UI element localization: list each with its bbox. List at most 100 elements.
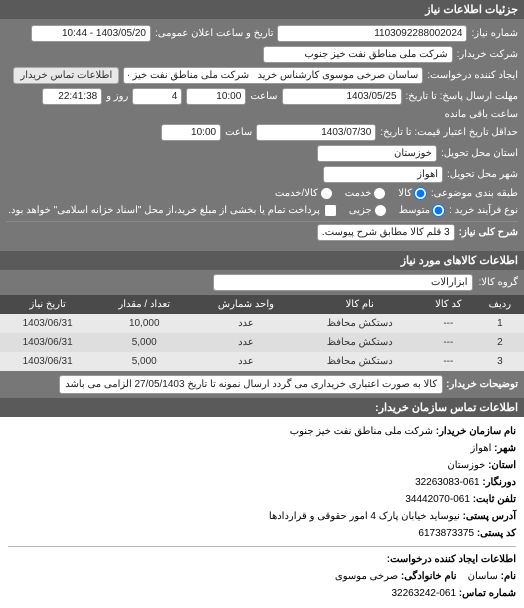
table-row: 3---دستکش محافظعدد5,0001403/06/31 <box>0 352 524 371</box>
buyer-notes-text: کالا به صورت اعتباری خریداری می گردد ارس… <box>59 375 443 394</box>
goods-group-label: گروه کالا: <box>479 277 518 288</box>
postal-value: 6173873375 <box>418 528 474 539</box>
table-col-header: نام کالا <box>299 295 421 314</box>
postal-label: کد پستی: <box>477 528 516 539</box>
requester-input[interactable] <box>123 67 423 84</box>
need-no-input[interactable] <box>277 25 467 42</box>
goods-group-bar: گروه کالا: <box>0 270 524 295</box>
requester-label: ایجاد کننده درخواست: <box>427 70 518 81</box>
buyer-notes-label: توضیحات خریدار: <box>446 379 518 390</box>
table-cell: 3 <box>476 352 524 371</box>
table-cell: 10,000 <box>95 314 193 333</box>
phone-label: تلفن ثابت: <box>473 494 516 505</box>
family-label: نام خانوادگی: <box>401 571 457 582</box>
table-row: 2---دستکش محافظعدد5,0001403/06/31 <box>0 333 524 352</box>
announce-input[interactable] <box>31 25 151 42</box>
sharh-value: 3 قلم کالا مطابق شرح پیوست. <box>317 224 455 241</box>
contact-body: نام سازمان خریدار: شرکت ملی مناطق نفت خی… <box>0 417 524 608</box>
table-cell: 1403/06/31 <box>0 352 95 371</box>
deadline-time-input[interactable] <box>186 88 246 105</box>
contact-phone-label: شماره تماس: <box>459 588 516 599</box>
radio-medium[interactable]: متوسط <box>399 204 445 217</box>
deadline-time-label: ساعت <box>250 91 277 102</box>
table-cell: دستکش محافظ <box>299 352 421 371</box>
table-body: 1---دستکش محافظعدد10,0001403/06/312---دس… <box>0 314 524 371</box>
table-cell: عدد <box>193 314 298 333</box>
city-value: اهواز <box>471 443 492 454</box>
table-cell: دستکش محافظ <box>299 333 421 352</box>
addr-value: نیوساید خیابان پارک 4 امور حقوقی و قرارد… <box>269 511 460 522</box>
form-panel: شماره نیاز: تاریخ و ساعت اعلان عمومی: شر… <box>0 19 524 251</box>
radio-goods[interactable]: کالا <box>398 187 427 200</box>
table-cell: --- <box>421 352 476 371</box>
org-value: شرکت ملی مناطق نفت خیز جنوب <box>290 426 433 437</box>
process-label: نوع فرآیند خرید : <box>449 205 518 216</box>
subject-class-label: طبقه بندی موضوعی: <box>431 188 518 199</box>
table-col-header: تعداد / مقدار <box>95 295 193 314</box>
buyer-co-input[interactable] <box>263 46 453 63</box>
table-cell: 1403/06/31 <box>0 314 95 333</box>
validity-time-input[interactable] <box>161 124 221 141</box>
sharh-label: شرح کلی نیاز: <box>459 227 518 238</box>
radio-partial[interactable]: جزیی <box>349 204 387 217</box>
need-no-label: شماره نیاز: <box>471 28 518 39</box>
radio-service[interactable]: خدمت <box>345 187 387 200</box>
delivery-state-input[interactable] <box>317 145 437 162</box>
direct-label: دورنگار: <box>482 477 516 488</box>
table-col-header: ردیف <box>476 295 524 314</box>
buyer-co-label: شرکت خریدار: <box>457 49 518 60</box>
table-cell: عدد <box>193 352 298 371</box>
announce-label: تاریخ و ساعت اعلان عمومی: <box>155 28 274 39</box>
delivery-city-input[interactable] <box>323 166 443 183</box>
table-cell: 1403/06/31 <box>0 333 95 352</box>
panel-header: جزئیات اطلاعات نیاز <box>0 0 524 19</box>
table-cell: 2 <box>476 333 524 352</box>
validity-time-label: ساعت <box>225 127 252 138</box>
direct-value: 061-32263083 <box>415 477 480 488</box>
addr-label: آدرس پستی: <box>463 511 516 522</box>
days-remain-input <box>132 88 182 105</box>
treasury-checkbox[interactable] <box>324 204 337 217</box>
city-label: شهر: <box>494 443 516 454</box>
buyer-notes-panel: توضیحات خریدار: کالا به صورت اعتباری خری… <box>0 371 524 398</box>
table-cell: 1 <box>476 314 524 333</box>
name-label: نام: <box>501 571 516 582</box>
org-label: نام سازمان خریدار: <box>436 426 516 437</box>
contact-button[interactable]: اطلاعات تماس خریدار <box>13 67 119 84</box>
validity-date-input[interactable] <box>256 124 376 141</box>
table-col-header: واحد شمارش <box>193 295 298 314</box>
validity-label: حداقل تاریخ اعتبار قیمت: تا تاریخ: <box>380 127 518 138</box>
table-cell: 5,000 <box>95 333 193 352</box>
contact-phone-value: 061-32263242 <box>391 588 456 599</box>
table-cell: دستکش محافظ <box>299 314 421 333</box>
days-label: روز و <box>106 91 128 102</box>
delivery-state-label: استان محل تحویل: <box>441 148 518 159</box>
table-cell: عدد <box>193 333 298 352</box>
delivery-city-label: شهر محل تحویل: <box>447 169 518 180</box>
state-label: استان: <box>488 460 516 471</box>
req-creator-header: اطلاعات ایجاد کننده درخواست: <box>387 554 516 565</box>
table-cell: --- <box>421 333 476 352</box>
phone-value: 061-34442070 <box>405 494 470 505</box>
name-value: ساسان <box>468 571 498 582</box>
state-value: خوزستان <box>447 460 485 471</box>
items-table: ردیفکد کالانام کالاواحد شمارشتعداد / مقد… <box>0 295 524 371</box>
goods-group-input[interactable] <box>213 274 473 291</box>
deadline-date-input[interactable] <box>282 88 402 105</box>
subject-class-row: طبقه بندی موضوعی: کالا خدمت کالا/خدمت <box>6 187 518 200</box>
process-note: پرداخت تمام یا بخشی از مبلغ خرید،از محل … <box>8 205 320 216</box>
process-row: نوع فرآیند خرید : متوسط جزیی پرداخت تمام… <box>6 204 518 217</box>
family-value: صرخی موسوی <box>335 571 398 582</box>
table-col-header: کد کالا <box>421 295 476 314</box>
time-remain-input <box>42 88 102 105</box>
table-row: 1---دستکش محافظعدد10,0001403/06/31 <box>0 314 524 333</box>
table-col-header: تاریخ نیاز <box>0 295 95 314</box>
table-cell: --- <box>421 314 476 333</box>
remain-label: ساعت باقی مانده <box>445 109 518 120</box>
radio-both[interactable]: کالا/خدمت <box>275 187 333 200</box>
goods-header: اطلاعات کالاهای مورد نیاز <box>0 251 524 270</box>
table-header-row: ردیفکد کالانام کالاواحد شمارشتعداد / مقد… <box>0 295 524 314</box>
table-cell: 5,000 <box>95 352 193 371</box>
contact-header: اطلاعات تماس سازمان خریدار: <box>0 398 524 417</box>
deadline-label: مهلت ارسال پاسخ: تا تاریخ: <box>406 91 518 102</box>
